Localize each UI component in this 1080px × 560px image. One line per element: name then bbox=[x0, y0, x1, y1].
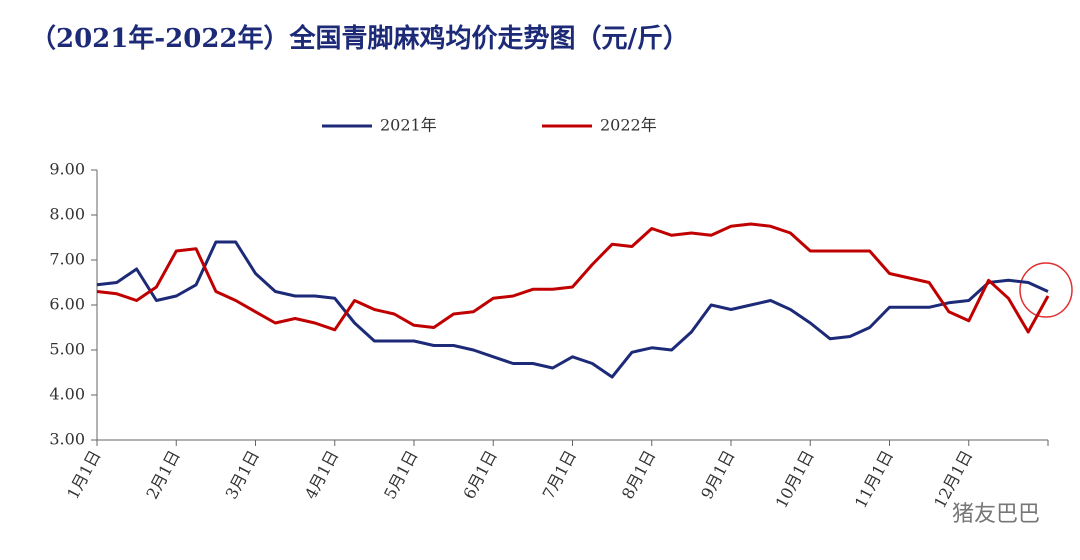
series-line bbox=[96, 222, 1050, 334]
chart-title: （2021年-2022年）全国青脚麻鸡均价走势图（元/斤） bbox=[30, 23, 689, 54]
y-tick-label: 8.00 bbox=[49, 205, 85, 224]
y-tick-label: 9.00 bbox=[49, 160, 85, 179]
series-line bbox=[96, 240, 1049, 379]
legend-label: 2021年 bbox=[380, 116, 437, 135]
highlight-circle bbox=[1019, 262, 1073, 318]
legend-label: 2022年 bbox=[600, 116, 657, 135]
y-tick-label: 7.00 bbox=[49, 250, 85, 269]
y-tick-label: 3.00 bbox=[49, 430, 85, 449]
y-tick-label: 5.00 bbox=[49, 340, 85, 359]
y-tick-label: 4.00 bbox=[49, 385, 85, 404]
y-tick-label: 6.00 bbox=[49, 295, 85, 314]
watermark: 猪友巴巴 bbox=[952, 502, 1040, 527]
